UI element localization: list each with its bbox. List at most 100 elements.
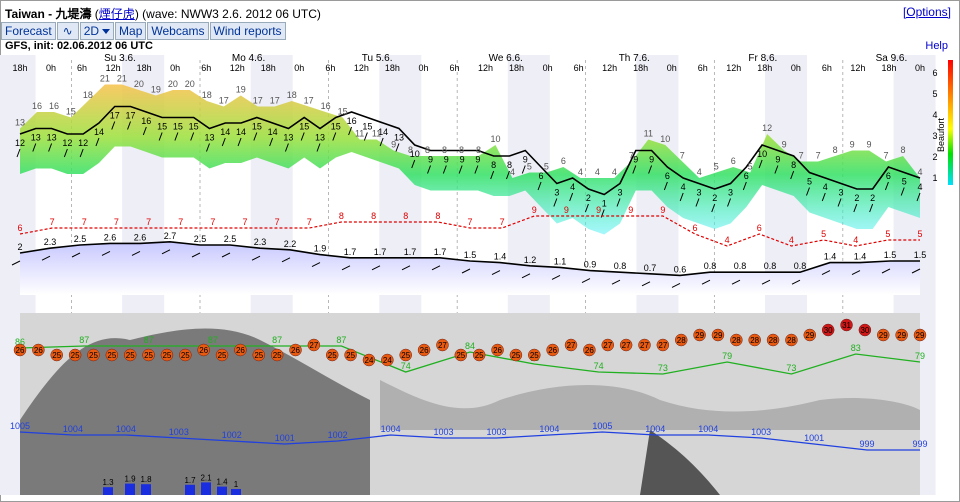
title-bar: Taiwan - 九堤濤 (煙仔虎) (wave: NWW3 2.6. 2012… (1, 1, 957, 21)
wind-speed-label: 8 (791, 160, 796, 170)
precipitation-bar (103, 487, 113, 495)
wave-direction-arrow (581, 278, 591, 284)
tab-wind-reports[interactable]: Wind reports (209, 22, 286, 40)
temperature-label: 27 (603, 341, 612, 350)
help-link[interactable]: Help (925, 40, 948, 52)
wave-direction-arrow (521, 273, 531, 279)
wave-period-label: 8 (435, 211, 440, 221)
wind-gust-label: 10 (660, 134, 670, 144)
wind-speed-label: 9 (649, 155, 654, 165)
spot-link[interactable]: 煙仔虎 (98, 7, 135, 21)
wind-speed-label: 13 (204, 133, 214, 143)
beaufort-label: Beaufort (936, 117, 946, 152)
wind-speed-label: 8 (507, 160, 512, 170)
wave-height-label: 2.3 (44, 237, 57, 247)
wave-direction-arrow (341, 265, 351, 271)
wind-arrow (537, 181, 542, 191)
tab-forecast[interactable]: Forecast (1, 22, 56, 40)
wave-direction-arrow (491, 270, 501, 276)
wave-period-label: 6 (17, 223, 22, 233)
cloud-layer-low (20, 328, 370, 495)
wind-gust-label: 11 (355, 129, 364, 139)
wind-arrow (332, 132, 337, 141)
temperature-circle (68, 348, 82, 362)
wave-direction-arrow (551, 274, 561, 280)
wind-arrow (837, 198, 842, 207)
tab-map[interactable]: Map (115, 22, 147, 40)
wave-period-label: 4 (853, 235, 858, 245)
wind-arrow (16, 148, 21, 158)
wave-period-label: 5 (885, 229, 890, 239)
hour-label: 0h (915, 63, 925, 73)
wind-speed-label: 8 (491, 160, 496, 170)
wind-speed-label: 10 (757, 149, 767, 159)
chevron-down-icon[interactable] (102, 29, 111, 35)
cloud-layer-mid (380, 380, 920, 430)
tab-2d[interactable]: 2D (79, 22, 115, 40)
wind-speed-label: 2 (870, 193, 875, 203)
tab-webcams[interactable]: Webcams (147, 22, 209, 40)
hour-label: 12h (850, 63, 865, 73)
temperature-label: 25 (181, 351, 190, 360)
wind-speed-label: 2 (712, 193, 717, 203)
wind-speed-label: 4 (917, 182, 922, 192)
temperature-label: 28 (787, 336, 796, 345)
temperature-circle (491, 343, 504, 357)
wave-direction-arrow (791, 279, 801, 285)
temperature-circle (785, 333, 798, 347)
wind-arrow (269, 137, 274, 147)
wind-gust-label: 5 (544, 162, 549, 172)
wind-speed-label: 14 (220, 127, 230, 137)
wind-speed-label: 10 (410, 149, 420, 159)
humidity-label: 86 (15, 337, 25, 347)
wave-area: 2 2.3 2.5 2.6 2.6 2.7 2.5 2.5 2.3 2.2 1.9 1.7 1.7 1.7… (11, 205, 926, 295)
wind-arrow (190, 132, 195, 141)
wave-direction-arrow (281, 257, 291, 263)
wind-gust-label: 7 (816, 151, 821, 161)
wind-speed-label: 6 (665, 171, 670, 181)
wave-height-label: 2.5 (194, 234, 207, 244)
cloud-area: 8687878787877484787473797383791005100410… (10, 313, 928, 495)
pressure-line (19, 431, 920, 451)
wave-period-label: 8 (371, 211, 376, 221)
tab-2d-label: 2D (83, 24, 100, 38)
wave-direction-arrow (311, 262, 321, 268)
wave-height-label: 1.7 (404, 247, 417, 257)
wind-gust-label: 17 (304, 96, 314, 106)
pressure-label: 1004 (63, 424, 83, 434)
hour-label: 6h (449, 63, 459, 73)
wave-period-label: 7 (50, 217, 55, 227)
temperature-label: 29 (897, 331, 906, 340)
model-info: (wave: NWW3 2.6. 2012 06 UTC) (142, 7, 321, 21)
hour-label: 6h (77, 63, 87, 73)
hour-label: 18h (633, 63, 648, 73)
options-link[interactable]: [Options] (902, 5, 951, 19)
beaufort-legend: 6 5 4 3 2 1 Beaufort (932, 60, 953, 185)
wind-arrow (442, 165, 447, 174)
temperature-label: 26 (291, 346, 300, 355)
temperature-circle (307, 338, 321, 352)
wind-gust-label: 19 (236, 85, 246, 95)
temperature-label: 29 (714, 331, 723, 340)
wind-arrow (284, 143, 289, 152)
wave-period-label: 4 (789, 235, 794, 245)
wind-arrow (584, 203, 589, 213)
pressure-label: 1002 (222, 430, 242, 440)
temperature-label: 30 (824, 326, 833, 335)
wind-speed-label: 13 (315, 133, 325, 143)
temperature-label: 29 (805, 331, 814, 340)
hour-label: 18h (12, 63, 27, 73)
wave-height-label: 2.5 (224, 234, 237, 244)
wind-gust-label: 17 (270, 96, 280, 106)
wind-speed-label: 3 (554, 188, 559, 198)
hour-label: 6h (698, 63, 708, 73)
temperature-label: 28 (677, 336, 686, 345)
pressure-label: 1003 (751, 427, 771, 437)
wave-period-label: 7 (242, 217, 247, 227)
wind-arrow (427, 165, 431, 174)
wave-period-label: 9 (564, 205, 569, 215)
wind-gust-label: 16 (32, 101, 42, 111)
tab-wave-icon[interactable]: ∿ (56, 22, 79, 40)
tab-bar: Forecast ∿ 2D Map Webcams Wind reports (1, 22, 287, 40)
wave-period-label: 4 (725, 235, 730, 245)
